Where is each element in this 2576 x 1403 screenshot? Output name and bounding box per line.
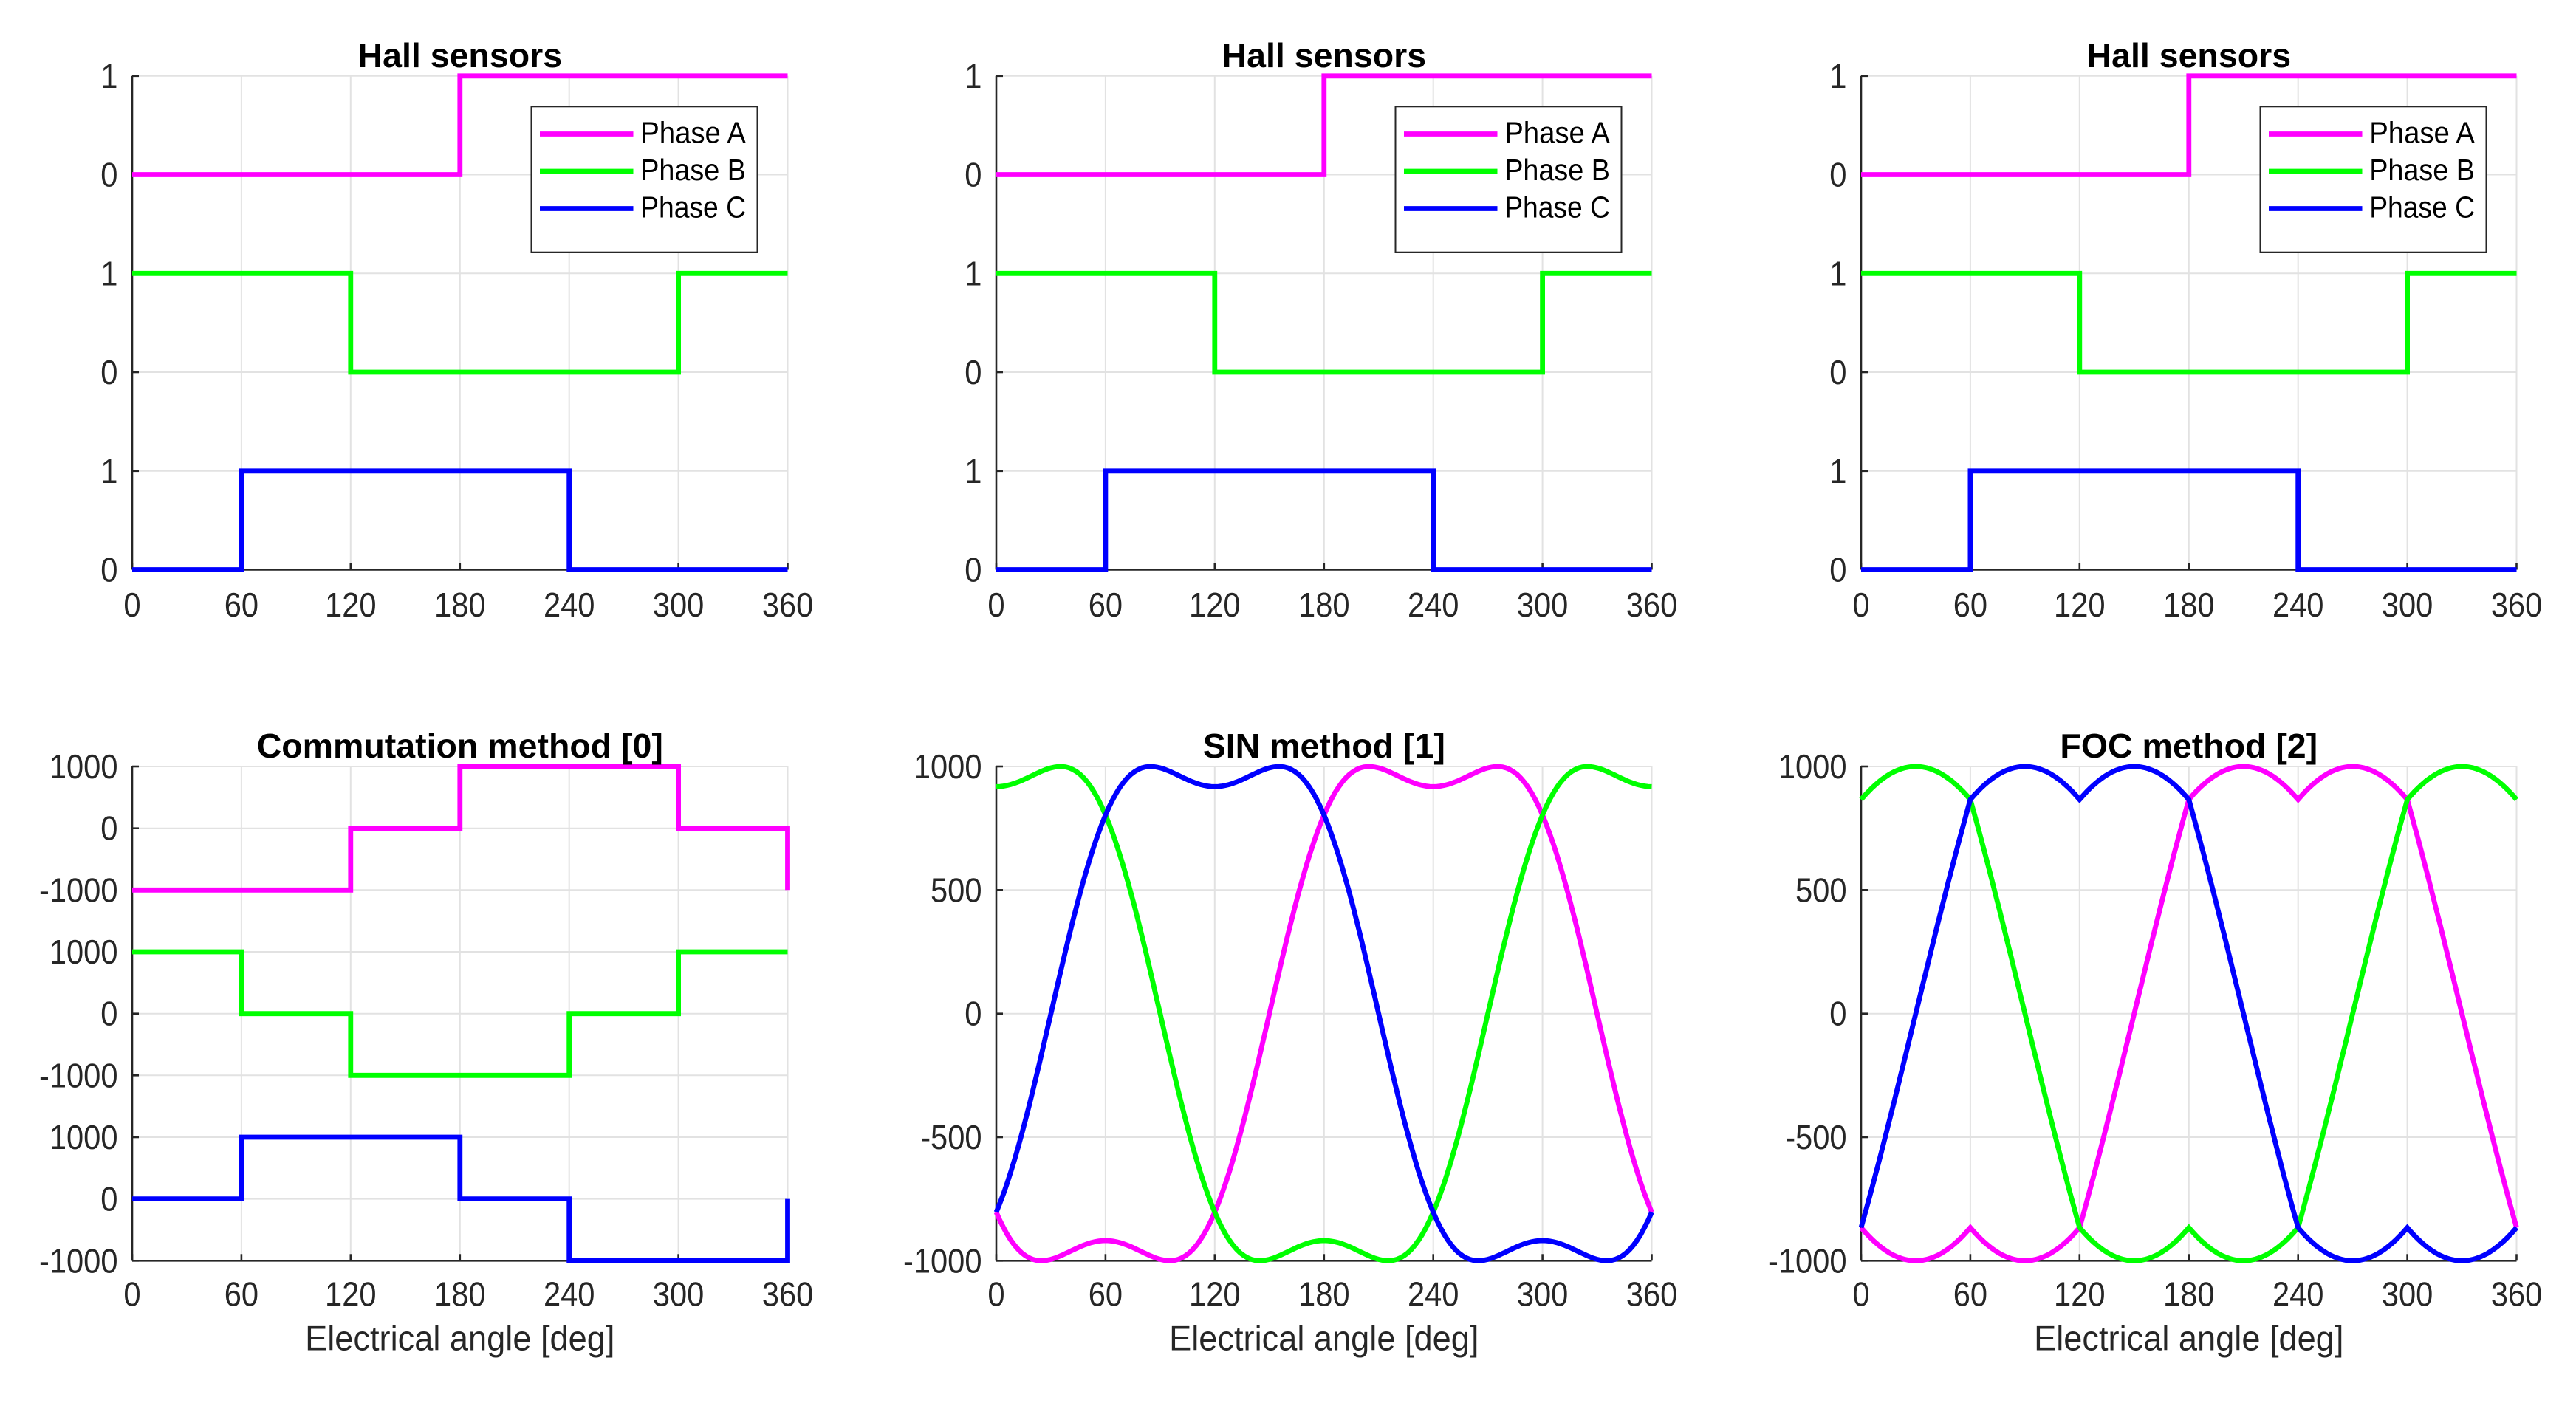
svg-text:0: 0 [123, 586, 140, 624]
svg-text:0: 0 [1829, 353, 1846, 391]
svg-text:60: 60 [1089, 1275, 1123, 1314]
svg-text:300: 300 [653, 586, 705, 624]
svg-text:360: 360 [1626, 586, 1678, 624]
svg-text:0: 0 [965, 353, 982, 391]
svg-text:0: 0 [1852, 586, 1869, 624]
svg-text:0: 0 [100, 809, 117, 848]
svg-text:1: 1 [965, 57, 982, 95]
svg-text:360: 360 [1626, 1275, 1678, 1314]
svg-text:500: 500 [1795, 871, 1847, 909]
svg-text:1: 1 [100, 57, 117, 95]
svg-text:0: 0 [987, 586, 1004, 624]
svg-text:300: 300 [1517, 586, 1569, 624]
svg-text:0: 0 [1829, 156, 1846, 194]
svg-text:60: 60 [1089, 586, 1123, 624]
svg-text:300: 300 [653, 1275, 705, 1314]
svg-text:120: 120 [1189, 1275, 1241, 1314]
svg-text:240: 240 [1408, 586, 1459, 624]
svg-text:240: 240 [544, 1275, 595, 1314]
svg-text:Phase C: Phase C [2369, 190, 2475, 224]
svg-text:240: 240 [2272, 1275, 2324, 1314]
svg-text:0: 0 [1829, 995, 1846, 1033]
svg-text:Phase B: Phase B [2369, 153, 2475, 187]
svg-text:Phase C: Phase C [1504, 190, 1610, 224]
svg-text:1: 1 [100, 254, 117, 292]
svg-text:120: 120 [325, 586, 377, 624]
svg-text:1: 1 [1829, 254, 1846, 292]
svg-text:Phase A: Phase A [640, 115, 746, 149]
svg-text:Phase C: Phase C [640, 190, 746, 224]
svg-text:240: 240 [544, 586, 595, 624]
svg-text:-1000: -1000 [903, 1241, 982, 1280]
svg-text:0: 0 [123, 1275, 140, 1314]
svg-text:-500: -500 [920, 1118, 982, 1156]
svg-text:0: 0 [1852, 1275, 1869, 1314]
svg-text:60: 60 [225, 1275, 258, 1314]
svg-text:120: 120 [2054, 586, 2106, 624]
svg-text:0: 0 [100, 995, 117, 1033]
svg-text:0: 0 [1829, 551, 1846, 589]
svg-text:180: 180 [1298, 1275, 1350, 1314]
svg-text:1: 1 [965, 452, 982, 490]
svg-text:Electrical angle [deg]: Electrical angle [deg] [2034, 1320, 2343, 1359]
svg-text:180: 180 [2163, 1275, 2215, 1314]
svg-text:360: 360 [762, 586, 814, 624]
svg-text:120: 120 [1189, 586, 1241, 624]
svg-text:120: 120 [325, 1275, 377, 1314]
svg-text:1000: 1000 [914, 747, 982, 786]
svg-text:0: 0 [987, 1275, 1004, 1314]
svg-text:1000: 1000 [49, 747, 118, 786]
svg-text:0: 0 [100, 353, 117, 391]
svg-text:300: 300 [1517, 1275, 1569, 1314]
svg-text:360: 360 [2491, 586, 2543, 624]
svg-text:180: 180 [434, 586, 486, 624]
svg-text:0: 0 [100, 156, 117, 194]
svg-text:1000: 1000 [49, 933, 118, 971]
svg-text:Phase B: Phase B [1504, 153, 1610, 187]
svg-text:240: 240 [2272, 586, 2324, 624]
svg-text:-500: -500 [1785, 1118, 1846, 1156]
svg-text:Electrical angle [deg]: Electrical angle [deg] [1169, 1320, 1479, 1359]
svg-text:1: 1 [965, 254, 982, 292]
svg-text:Electrical angle [deg]: Electrical angle [deg] [305, 1320, 614, 1359]
svg-text:Phase A: Phase A [1504, 115, 1610, 149]
svg-text:180: 180 [434, 1275, 486, 1314]
svg-text:0: 0 [100, 1180, 117, 1218]
svg-text:-1000: -1000 [39, 1241, 118, 1280]
svg-text:60: 60 [1953, 586, 1987, 624]
svg-text:60: 60 [1953, 1275, 1987, 1314]
svg-text:Hall sensors: Hall sensors [1222, 36, 1427, 75]
svg-text:120: 120 [2054, 1275, 2106, 1314]
svg-text:300: 300 [2382, 1275, 2433, 1314]
svg-text:180: 180 [1298, 586, 1350, 624]
svg-text:Hall sensors: Hall sensors [358, 36, 563, 75]
svg-text:Phase B: Phase B [640, 153, 746, 187]
svg-text:300: 300 [2382, 586, 2433, 624]
svg-text:1: 1 [1829, 57, 1846, 95]
svg-text:-1000: -1000 [1768, 1241, 1847, 1280]
svg-text:60: 60 [225, 586, 258, 624]
svg-text:0: 0 [965, 156, 982, 194]
svg-text:360: 360 [2491, 1275, 2543, 1314]
svg-text:FOC method [2]: FOC method [2] [2060, 727, 2318, 765]
svg-text:0: 0 [965, 995, 982, 1033]
svg-text:SIN method [1]: SIN method [1] [1203, 727, 1445, 765]
svg-text:240: 240 [1408, 1275, 1459, 1314]
svg-text:0: 0 [100, 551, 117, 589]
svg-text:180: 180 [2163, 586, 2215, 624]
svg-text:1000: 1000 [1778, 747, 1847, 786]
svg-text:-1000: -1000 [39, 1056, 118, 1094]
svg-text:500: 500 [931, 871, 982, 909]
svg-text:1000: 1000 [49, 1118, 118, 1156]
svg-text:Hall sensors: Hall sensors [2087, 36, 2292, 75]
svg-text:1: 1 [100, 452, 117, 490]
svg-text:-1000: -1000 [39, 871, 118, 909]
svg-text:1: 1 [1829, 452, 1846, 490]
svg-text:0: 0 [965, 551, 982, 589]
svg-text:Commutation method [0]: Commutation method [0] [257, 727, 663, 765]
svg-text:360: 360 [762, 1275, 814, 1314]
svg-text:Phase A: Phase A [2369, 115, 2475, 149]
